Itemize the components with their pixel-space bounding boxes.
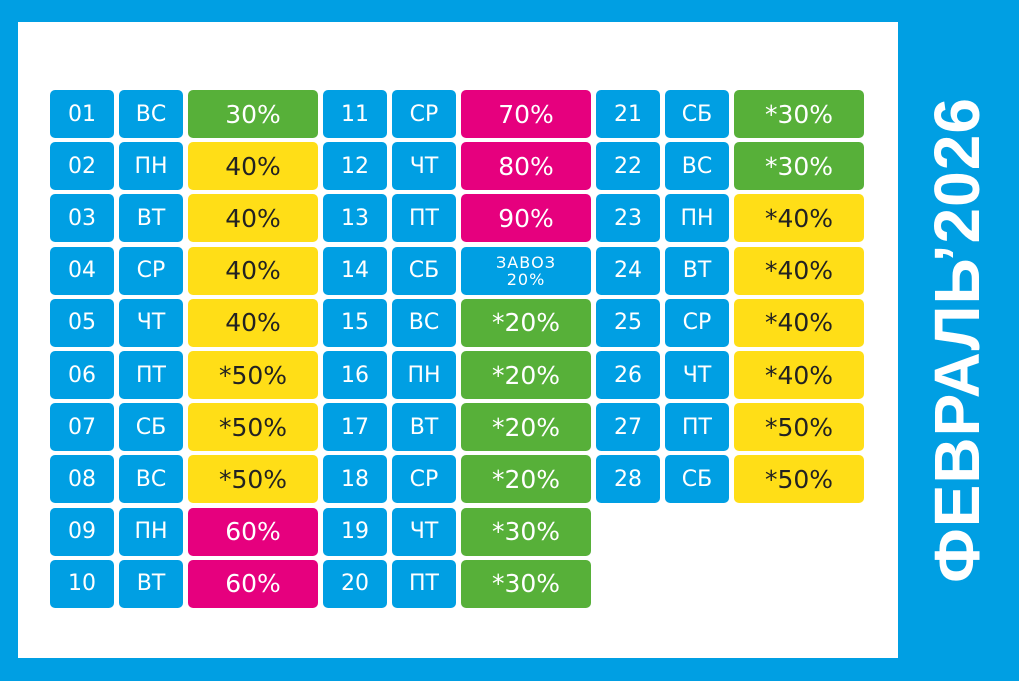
weekday: ВС <box>119 90 183 138</box>
discount-value: *40% <box>734 194 864 243</box>
weekday: ВС <box>392 298 456 347</box>
discount-value: *40% <box>734 246 864 295</box>
weekday: ПН <box>119 142 183 191</box>
month-title: ФЕВРАЛЬ’2026 <box>907 22 1007 658</box>
discount-value: *30% <box>461 507 591 556</box>
weekday: СБ <box>119 403 183 452</box>
discount-value: *40% <box>734 351 864 399</box>
day-number: 10 <box>50 559 114 608</box>
weekday: ВТ <box>392 403 456 452</box>
discount-value: 40% <box>188 142 318 191</box>
weekday: СБ <box>665 90 729 138</box>
discount-value: *20% <box>461 403 591 452</box>
month-title-text: ФЕВРАЛЬ’2026 <box>921 97 993 583</box>
weekday: ВТ <box>665 246 729 295</box>
weekday: ВТ <box>119 194 183 243</box>
weekday: ЧТ <box>392 142 456 191</box>
discount-value: *50% <box>188 403 318 452</box>
weekday: СР <box>665 298 729 347</box>
discount-value: *50% <box>734 455 864 504</box>
day-number: 19 <box>323 507 387 556</box>
day-number: 27 <box>596 403 660 452</box>
weekday: ВТ <box>119 559 183 608</box>
day-number: 07 <box>50 403 114 452</box>
day-number: 18 <box>323 455 387 504</box>
discount-value: *50% <box>188 351 318 399</box>
weekday: СБ <box>392 246 456 295</box>
discount-value: 60% <box>188 559 318 608</box>
weekday: ПТ <box>392 194 456 243</box>
discount-value: *50% <box>188 455 318 504</box>
weekday: СР <box>119 246 183 295</box>
day-number: 26 <box>596 351 660 399</box>
day-number: 03 <box>50 194 114 243</box>
discount-value: 80% <box>461 142 591 191</box>
day-number: 20 <box>323 559 387 608</box>
discount-value: ЗАВОЗ 20% <box>461 246 591 295</box>
discount-value: *30% <box>461 559 591 608</box>
discount-label: ЗАВОЗ <box>495 252 557 272</box>
day-number: 25 <box>596 298 660 347</box>
day-number: 22 <box>596 142 660 191</box>
weekday: ПТ <box>392 559 456 608</box>
day-number: 17 <box>323 403 387 452</box>
discount-value: 40% <box>188 194 318 243</box>
day-number: 04 <box>50 246 114 295</box>
discount-value: 90% <box>461 194 591 243</box>
day-number: 12 <box>323 142 387 191</box>
discount-label-sub: 20% <box>506 269 546 289</box>
discount-value: *40% <box>734 298 864 347</box>
discount-value: 40% <box>188 246 318 295</box>
weekday: ПН <box>119 507 183 556</box>
weekday: ЧТ <box>392 507 456 556</box>
day-number: 08 <box>50 455 114 504</box>
discount-value: *20% <box>461 351 591 399</box>
discount-value: 70% <box>461 90 591 138</box>
weekday: ПТ <box>665 403 729 452</box>
discount-value: 30% <box>188 90 318 138</box>
weekday: ПН <box>665 194 729 243</box>
discount-value: *20% <box>461 455 591 504</box>
weekday: ПТ <box>119 351 183 399</box>
day-number: 06 <box>50 351 114 399</box>
discount-value: *30% <box>734 142 864 191</box>
day-number: 23 <box>596 194 660 243</box>
day-number: 24 <box>596 246 660 295</box>
day-number: 16 <box>323 351 387 399</box>
day-number: 13 <box>323 194 387 243</box>
weekday: ВС <box>665 142 729 191</box>
weekday: ПН <box>392 351 456 399</box>
weekday: СР <box>392 90 456 138</box>
weekday: ЧТ <box>119 298 183 347</box>
day-number: 28 <box>596 455 660 504</box>
discount-value: 40% <box>188 298 318 347</box>
weekday: СБ <box>665 455 729 504</box>
discount-value: *50% <box>734 403 864 452</box>
discount-value: *20% <box>461 298 591 347</box>
weekday: ВС <box>119 455 183 504</box>
day-number: 15 <box>323 298 387 347</box>
day-number: 01 <box>50 90 114 138</box>
weekday: ЧТ <box>665 351 729 399</box>
day-number: 21 <box>596 90 660 138</box>
day-number: 05 <box>50 298 114 347</box>
weekday: СР <box>392 455 456 504</box>
discount-value: *30% <box>734 90 864 138</box>
day-number: 14 <box>323 246 387 295</box>
discount-value: 60% <box>188 507 318 556</box>
day-number: 09 <box>50 507 114 556</box>
day-number: 11 <box>323 90 387 138</box>
day-number: 02 <box>50 142 114 191</box>
